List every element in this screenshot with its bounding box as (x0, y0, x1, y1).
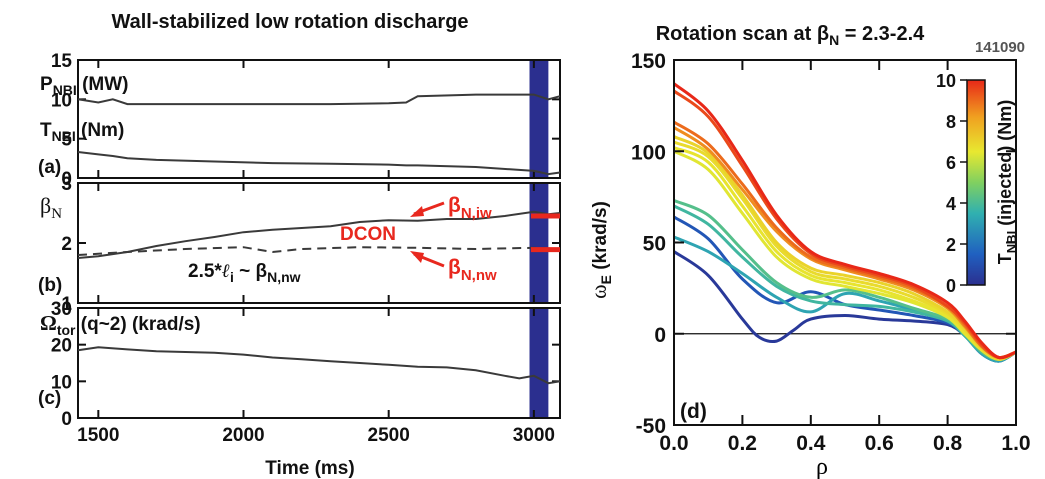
colorbar-tick-label: 4 (946, 194, 956, 214)
shaded-band (529, 60, 549, 178)
x-tick-label: 0.2 (728, 432, 757, 455)
x-tick-label: 0.6 (865, 432, 894, 455)
beta-nw-label: βN,nw (448, 256, 497, 284)
right-title: Rotation scan at βN = 2.3-2.4 (656, 23, 925, 48)
y-tick-label: 30 (51, 299, 72, 320)
x-tick-label: 0.0 (659, 432, 688, 455)
panel-b: 1 2 3 (61, 174, 561, 315)
y-tick-label: 100 (631, 141, 666, 164)
series-line (77, 246, 561, 256)
y-tick-label: 10 (51, 90, 72, 111)
panel-frame (673, 59, 1017, 426)
series-line (77, 346, 561, 385)
arrow-iw-head (410, 206, 424, 217)
colorbar-tick-label: 2 (946, 235, 956, 255)
colorbar-tick-label: 0 (946, 276, 956, 296)
y-tick-label: 15 (51, 51, 73, 72)
y-tick-label: 20 (51, 336, 72, 357)
panel-c-letter: (c) (38, 388, 61, 409)
panel-frame (77, 182, 561, 304)
y-tick-label: 10 (51, 372, 72, 393)
x-axis-label: Time (ms) (265, 458, 354, 479)
label-tnbi: TNBI (Nm) (40, 120, 124, 144)
y-tick-label: -50 (636, 415, 666, 438)
panel-frame (77, 307, 561, 419)
profile-line (673, 82, 1017, 360)
profile-line (673, 235, 1017, 363)
series-line (77, 210, 561, 259)
panel-b-letter: (b) (38, 275, 62, 296)
left-title: Wall-stabilized low rotation discharge (111, 11, 468, 33)
colorbar-tick-label: 10 (936, 71, 956, 91)
panel-frame (77, 59, 561, 179)
profile-line (673, 89, 1017, 360)
label-beta-n: βN (40, 193, 62, 222)
y-tick-label: 0 (61, 409, 72, 430)
panel-a: 0 5 10 15 (51, 51, 561, 190)
y-tick-label: 0 (61, 169, 72, 190)
label-omega: Ωtor (q~2) (krad/s) (40, 311, 201, 338)
y-tick-label: 0 (654, 324, 666, 347)
colorbar (966, 79, 986, 286)
panel-d-letter: (d) (680, 400, 707, 423)
label-pnbi: PNBI (MW) (40, 74, 129, 98)
y-tick-label: 2 (61, 234, 72, 255)
x-tick-label: 2000 (222, 425, 264, 446)
arrow-nw-head (410, 251, 424, 263)
panel-a-letter: (a) (38, 157, 61, 178)
x-tick-label: 1.0 (1001, 432, 1030, 455)
x-tick-label: 0.8 (933, 432, 963, 455)
colorbar-label: TNBI (injected) (Nm) (995, 100, 1019, 264)
colorbar-ticks: 0 2 4 6 8 10 (936, 71, 967, 296)
x-tick-label: 3000 (513, 425, 555, 446)
y-tick-label: 50 (643, 233, 666, 256)
dcon-label: DCON (340, 224, 396, 245)
series-line (77, 151, 561, 176)
right-y-label: ωE (krad/s) (586, 201, 614, 299)
right-x-label: ρ (816, 454, 828, 479)
x-tick-label: 1500 (77, 425, 119, 446)
li-expression: 2.5*ℓi ~ βN,nw (188, 261, 301, 285)
shaded-band (529, 183, 549, 303)
beta-iw-label: βN,iw (448, 194, 492, 222)
shaded-band (529, 308, 549, 418)
shot-label: 141090 (975, 39, 1025, 56)
colorbar-tick-label: 8 (946, 112, 956, 132)
y-tick-label: 3 (61, 174, 72, 195)
x-tick-label: 2500 (368, 425, 410, 446)
x-tick-label: 0.4 (796, 432, 826, 455)
y-tick-label: 5 (61, 130, 72, 151)
series-line (77, 93, 561, 106)
y-tick-label: 1 (61, 294, 72, 315)
y-tick-label: 150 (631, 50, 666, 73)
panel-c: 0 10 20 30 1500 2000 2500 3000 (51, 299, 561, 446)
colorbar-tick-label: 6 (946, 153, 956, 173)
